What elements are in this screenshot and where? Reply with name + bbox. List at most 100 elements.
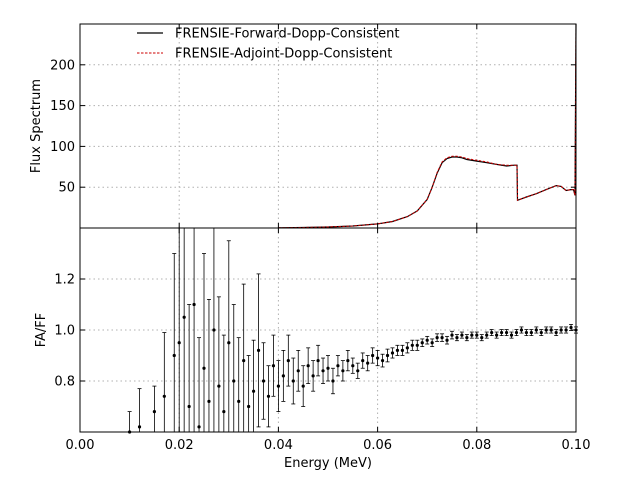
data-point [470,333,474,337]
ratio-point [330,367,335,395]
data-point [485,333,489,337]
ratio-point [271,334,276,397]
data-point [256,348,261,352]
ratio-point [499,329,504,337]
data-point [306,364,310,368]
data-point [212,328,216,332]
bottom-plot-frame [79,227,577,433]
ratio-point [450,330,454,340]
data-point [420,341,424,345]
data-point [336,364,340,368]
ratio-point [375,349,380,367]
top-ticks: 50 100 150 200 [50,24,577,228]
ratio-point [345,349,350,372]
data-point [534,328,538,332]
data-point [435,336,439,340]
ratio-point [236,337,241,432]
data-point [415,343,419,347]
data-point [311,374,315,378]
ratio-point [137,388,142,432]
data-point [564,328,568,332]
ratio-point [326,355,330,382]
data-point [410,343,414,347]
data-point [490,330,494,335]
data-point [366,361,370,365]
ratio-point [340,360,345,382]
data-point [400,348,404,352]
top-grid [79,24,577,228]
data-point [242,359,246,363]
data-point [425,338,429,342]
ratio-point [306,347,311,384]
data-point [187,404,191,409]
ratio-point [296,349,301,392]
data-point [460,333,464,337]
data-point [172,353,176,358]
data-point [569,325,573,330]
data-point [261,379,266,383]
data-point [247,404,251,409]
data-point [222,410,226,414]
ratio-points [127,227,578,434]
data-point [500,330,504,335]
data-point [232,379,236,383]
ratio-point [519,326,524,334]
ratio-point [182,228,186,432]
ratio-point [172,253,177,432]
data-point [376,356,380,360]
bottom-y-tick-label: 1.0 [54,324,75,339]
ratio-point [474,331,479,339]
ratio-point [494,331,499,339]
data-point [380,359,385,363]
legend: FRENSIE-Forward-Dopp-Consistent FRENSIE-… [137,27,399,62]
ratio-point [281,349,286,402]
bottom-ylabel: FA/FF [34,313,49,348]
ratio-point [529,329,534,337]
data-point [182,315,186,319]
data-point [509,333,514,337]
data-point [480,336,484,340]
data-point [177,341,181,345]
top-y-tick-label: 50 [58,181,75,196]
ratio-point [435,333,440,342]
ratio-point [469,331,474,339]
x-tick-label: 0.06 [363,438,392,453]
bottom-ticks: 0.00 0.02 0.04 0.06 0.08 0.10 0.8 1.0 1.2 [54,228,590,453]
data-point [544,328,548,332]
ratio-point [162,332,167,432]
ratio-point [370,347,375,364]
x-tick-label: 0.10 [562,438,591,453]
data-point [162,394,166,398]
ratio-point [316,344,321,377]
data-point [514,330,519,335]
ratio-point [410,339,415,351]
ratio-point [241,283,246,432]
data-point [475,333,479,337]
ratio-point [355,362,360,379]
data-point [450,333,454,337]
ratio-point [569,323,574,331]
ratio-point [395,344,400,356]
ratio-point [430,338,435,347]
ratio-point [549,326,554,334]
data-point [430,341,434,345]
data-point [395,348,400,352]
bottom-y-tick-label: 0.8 [54,375,75,390]
data-point [356,369,360,373]
ratio-point [454,334,459,342]
data-point [276,384,280,388]
data-point [152,410,156,414]
ratio-point [514,329,519,337]
ratio-point [226,240,231,432]
ratio-point [489,329,494,337]
data-point [351,364,355,368]
data-point [137,425,142,429]
top-series-lines [278,23,577,229]
ratio-point [286,334,291,387]
data-point [390,351,395,355]
ratio-point [440,333,445,342]
ratio-point [276,360,281,413]
data-point [385,353,390,358]
data-point [361,359,365,363]
